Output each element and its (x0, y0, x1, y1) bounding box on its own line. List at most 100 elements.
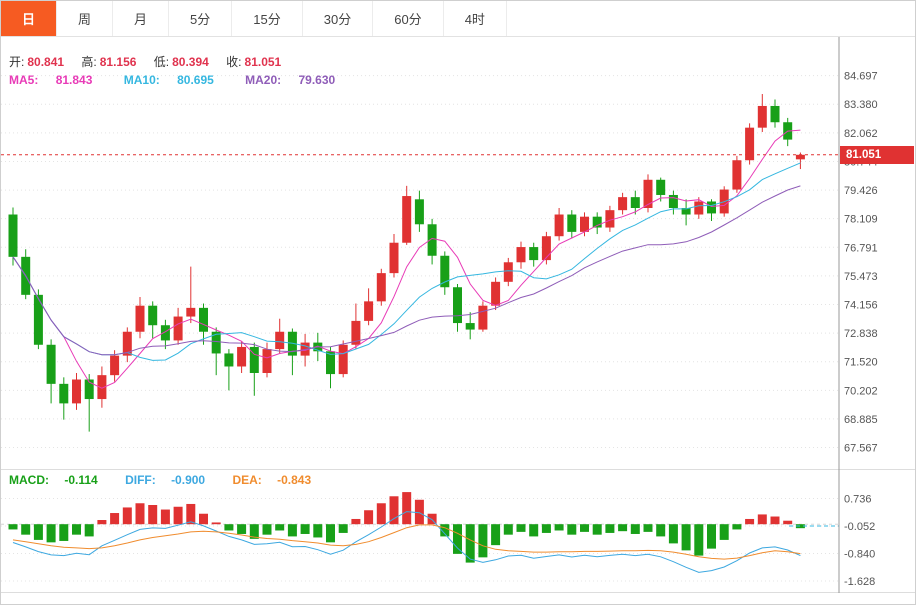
macd-hist-bar (313, 524, 323, 538)
candle-body (529, 247, 539, 261)
candle-body (211, 331, 221, 354)
candle-body (440, 255, 450, 288)
candle-body (199, 307, 208, 332)
tab-5min[interactable]: 5分 (169, 1, 233, 36)
macd-hist-bar (135, 503, 145, 525)
tab-week[interactable]: 周 (57, 1, 114, 36)
candle-body (338, 344, 348, 375)
macd-hist-bar (554, 524, 564, 531)
candle-body (110, 355, 120, 376)
price-chart-canvas[interactable]: 84.69783.38082.06280.74479.42678.10976.7… (1, 37, 915, 469)
macd-hist-bar (592, 524, 602, 535)
macd-hist-bar (427, 513, 437, 525)
candle-body (580, 216, 589, 232)
macd-hist-bar (84, 524, 94, 537)
ma-readout: MA5: 81.843 MA10: 80.695 MA20: 79.630 (9, 73, 363, 87)
macd-hist-bar (719, 524, 729, 540)
price-axis-label: 72.838 (844, 328, 878, 340)
macd-hist-bar (656, 524, 666, 537)
macd-hist-bar (580, 524, 589, 532)
macd-hist-bar (770, 516, 780, 525)
macd-hist-bar (186, 503, 196, 525)
candle-body (694, 201, 704, 215)
candle-body (33, 294, 43, 345)
candle-body (541, 236, 551, 261)
candle-body (516, 247, 526, 263)
candle-body (567, 214, 577, 232)
macd-hist-bar (8, 524, 18, 530)
macd-hist-bar (681, 524, 691, 551)
candle-body (681, 207, 691, 215)
macd-axis-label: -0.052 (844, 521, 875, 533)
ma20-readout: MA20: 79.630 (245, 73, 336, 87)
low-label: 低: (153, 55, 170, 69)
macd-axis-label: -1.628 (844, 576, 875, 588)
macd-hist-bar (694, 524, 704, 556)
macd-hist-bar (300, 524, 310, 534)
candle-body (59, 383, 69, 404)
price-axis-label: 75.473 (844, 271, 878, 283)
tab-day[interactable]: 日 (1, 1, 58, 36)
candle-body (554, 214, 564, 237)
macd-hist-bar (110, 513, 120, 525)
candle-body (592, 216, 602, 228)
price-axis-label: 82.062 (844, 128, 878, 140)
macd-hist-bar (440, 524, 450, 537)
macd-hist-bar (21, 524, 31, 535)
candle-body (46, 344, 56, 384)
macd-panel: 0.736 -0.052 -0.840 -1.628 MACD: -0.114 DIF… (1, 469, 915, 593)
ma5-line (12, 129, 801, 389)
high-value: 81.156 (99, 55, 137, 69)
ma10-line (12, 162, 801, 361)
ma5-readout: MA5: 81.843 (9, 73, 93, 87)
macd-hist-bar (745, 518, 755, 525)
macd-hist-bar (211, 522, 221, 525)
macd-chart-canvas[interactable]: 0.736 -0.052 -0.840 -1.628 (1, 469, 915, 593)
price-panel: 84.69783.38082.06280.74479.42678.10976.7… (1, 37, 915, 469)
macd-hist-bar (33, 524, 43, 540)
candle-body (135, 305, 145, 332)
macd-hist-bar (326, 524, 335, 543)
tab-15min[interactable]: 15分 (232, 1, 303, 36)
macd-hist-bar (503, 524, 513, 535)
candle-body (795, 154, 805, 160)
high-label: 高: (81, 55, 97, 69)
macd-hist-bar (707, 524, 716, 549)
candle-body (262, 349, 272, 373)
price-axis-label: 78.109 (844, 214, 878, 226)
macd-hist-bar (160, 509, 170, 525)
price-axis-label: 76.791 (844, 242, 878, 254)
ma20-line (12, 185, 801, 356)
macd-hist-bar (567, 524, 577, 535)
macd-hist-bar (376, 503, 386, 525)
macd-hist-bar (541, 524, 551, 533)
price-axis-label: 71.520 (844, 357, 878, 369)
candle-body (503, 262, 513, 282)
macd-hist-bar (453, 524, 462, 554)
macd-hist-bar (783, 520, 793, 525)
candle-body (707, 201, 716, 214)
tab-30min[interactable]: 30分 (303, 1, 374, 36)
open-label: 开: (9, 55, 25, 69)
candle-body (8, 214, 18, 257)
macd-hist-bar (732, 524, 742, 530)
macd-hist-bar (199, 513, 208, 525)
candle-body (427, 224, 437, 256)
candle-body (402, 196, 412, 243)
macd-hist-bar (59, 524, 69, 541)
macd-hist-bar (618, 524, 628, 532)
macd-hist-bar (516, 524, 526, 532)
candle-body (326, 351, 335, 375)
tab-60min[interactable]: 60分 (373, 1, 444, 36)
candle-body (224, 353, 234, 367)
candle-body (656, 179, 666, 195)
diff-line (12, 511, 801, 573)
candle-body (97, 375, 107, 400)
tab-month[interactable]: 月 (113, 1, 170, 36)
tab-4hour[interactable]: 4时 (444, 1, 507, 36)
macd-hist-bar (275, 524, 285, 531)
candle-body (173, 316, 183, 341)
price-axis-label: 84.697 (844, 71, 878, 83)
candle-body (745, 127, 755, 161)
